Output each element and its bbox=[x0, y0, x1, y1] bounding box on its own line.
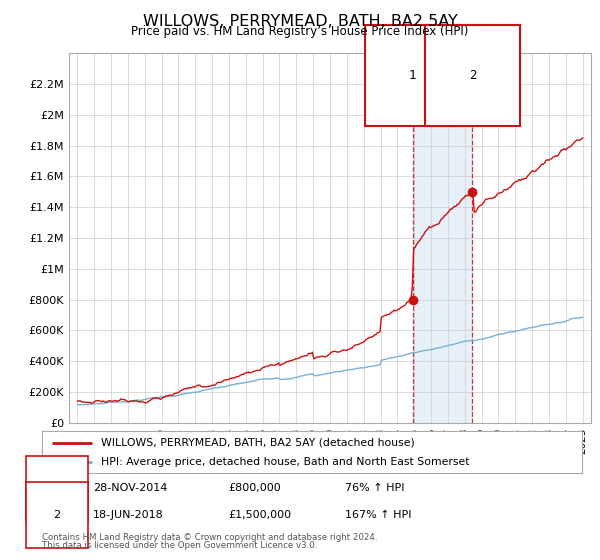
Text: £1,500,000: £1,500,000 bbox=[228, 510, 291, 520]
Text: 76% ↑ HPI: 76% ↑ HPI bbox=[345, 483, 404, 493]
Text: 2: 2 bbox=[469, 69, 476, 82]
Text: 1: 1 bbox=[409, 69, 416, 82]
Text: £800,000: £800,000 bbox=[228, 483, 281, 493]
Text: Price paid vs. HM Land Registry’s House Price Index (HPI): Price paid vs. HM Land Registry’s House … bbox=[131, 25, 469, 38]
Text: 28-NOV-2014: 28-NOV-2014 bbox=[93, 483, 167, 493]
Text: WILLOWS, PERRYMEAD, BATH, BA2 5AY (detached house): WILLOWS, PERRYMEAD, BATH, BA2 5AY (detac… bbox=[101, 437, 415, 447]
Text: HPI: Average price, detached house, Bath and North East Somerset: HPI: Average price, detached house, Bath… bbox=[101, 457, 470, 467]
Text: Contains HM Land Registry data © Crown copyright and database right 2024.: Contains HM Land Registry data © Crown c… bbox=[42, 533, 377, 542]
Text: This data is licensed under the Open Government Licence v3.0.: This data is licensed under the Open Gov… bbox=[42, 541, 317, 550]
Text: 18-JUN-2018: 18-JUN-2018 bbox=[93, 510, 164, 520]
Text: 167% ↑ HPI: 167% ↑ HPI bbox=[345, 510, 412, 520]
Bar bbox=[413, 53, 472, 423]
Text: 2: 2 bbox=[53, 510, 61, 520]
Text: 1: 1 bbox=[53, 483, 61, 493]
Text: WILLOWS, PERRYMEAD, BATH, BA2 5AY: WILLOWS, PERRYMEAD, BATH, BA2 5AY bbox=[143, 14, 457, 29]
